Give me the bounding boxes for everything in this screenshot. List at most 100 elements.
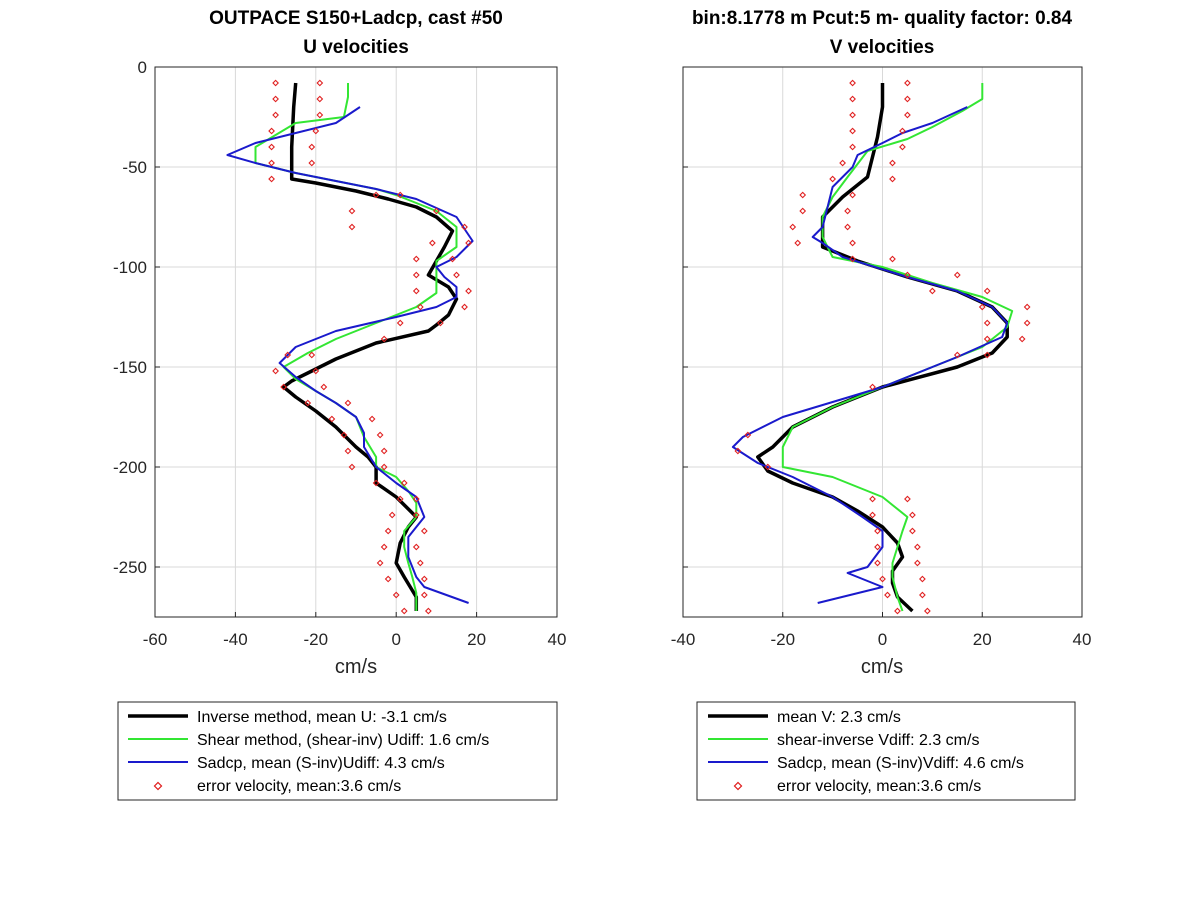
v-legend-box <box>696 701 1076 801</box>
v-tick-labels: -40 -20 0 20 40 <box>671 166 1092 649</box>
v-series-inverse-line <box>756 83 1009 613</box>
v-error-point <box>844 207 851 215</box>
v-error-point <box>849 191 856 199</box>
v-error-point <box>914 559 921 567</box>
u-error-point <box>420 527 428 535</box>
v-error-point <box>849 95 856 103</box>
v-series-lines <box>731 83 1014 613</box>
u-error-point <box>416 303 424 311</box>
v-error-point <box>879 575 886 583</box>
u-ytick-label: -100 <box>113 258 147 277</box>
v-xtick-label: -20 <box>770 630 795 649</box>
u-error-point <box>308 159 316 167</box>
u-error-point <box>372 479 380 487</box>
u-error-point <box>348 223 356 231</box>
u-error-point <box>272 95 279 103</box>
u-error-point <box>284 351 292 359</box>
u-error-point <box>384 575 392 583</box>
u-ytick-label: -250 <box>113 558 147 577</box>
u-error-point <box>433 207 440 215</box>
u-error-point <box>308 143 316 151</box>
v-error-point <box>914 543 921 551</box>
v-error-point <box>849 111 856 119</box>
u-error-point <box>396 495 404 503</box>
u-error-point <box>268 175 275 183</box>
u-error-point <box>412 255 420 263</box>
v-error-point <box>869 383 876 391</box>
u-error-point <box>320 383 328 391</box>
u-x-axis-label: cm/s <box>335 656 377 678</box>
v-error-point <box>889 159 896 167</box>
u-error-point <box>420 575 428 583</box>
u-error-point <box>348 463 356 471</box>
v-error-point <box>764 463 772 471</box>
u-error-point <box>376 559 384 567</box>
v-error-point <box>899 143 906 151</box>
v-xtick-label: 40 <box>1073 630 1092 649</box>
u-error-point <box>461 303 468 311</box>
v-xtick-label: 20 <box>973 630 992 649</box>
u-error-point <box>392 591 400 599</box>
u-error-point <box>304 399 312 407</box>
u-axes-box <box>154 66 558 618</box>
v-legend-label-mean: mean V: 2.3 cm/s <box>777 709 901 726</box>
u-error-point <box>380 463 388 471</box>
v-error-points <box>734 79 1031 615</box>
u-error-point <box>412 287 420 295</box>
u-error-point <box>328 415 336 423</box>
v-error-point <box>953 351 961 359</box>
u-xtick-label: -20 <box>304 630 329 649</box>
u-error-point <box>316 95 324 103</box>
v-error-point <box>953 271 961 279</box>
u-error-point <box>316 111 324 119</box>
v-series-shear-line <box>781 83 1014 612</box>
u-error-point <box>372 191 380 199</box>
v-error-point <box>869 511 876 519</box>
v-error-point <box>919 591 926 599</box>
v-error-point <box>874 527 881 535</box>
u-error-point <box>412 511 420 519</box>
v-error-point <box>884 591 891 599</box>
u-error-point <box>344 399 352 407</box>
u-error-point <box>308 351 316 359</box>
v-error-point <box>829 175 837 183</box>
u-xtick-label: 0 <box>391 630 400 649</box>
v-error-point <box>744 431 752 439</box>
u-error-point <box>312 367 320 375</box>
u-error-point <box>461 223 468 231</box>
v-error-point <box>1023 319 1031 327</box>
u-error-point <box>380 335 388 343</box>
v-legend-label-shear: shear-inverse Vdiff: 2.3 cm/s <box>777 732 979 749</box>
v-error-point <box>904 111 911 119</box>
v-error-point <box>983 319 991 327</box>
v-xtick-label: 0 <box>878 630 887 649</box>
v-error-point <box>799 207 807 215</box>
u-error-point <box>380 543 388 551</box>
v-legend-label-sadcp: Sadcp, mean (S-inv)Vdiff: 4.6 cm/s <box>777 755 1024 772</box>
v-error-point <box>839 159 846 167</box>
u-error-point <box>437 319 444 327</box>
v-error-point <box>928 287 936 295</box>
u-error-point <box>412 543 420 551</box>
v-error-point <box>904 495 911 503</box>
v-legend-swatch-error <box>733 781 743 791</box>
u-error-point <box>272 367 279 375</box>
u-error-point <box>400 607 408 615</box>
u-xtick-label: 20 <box>467 630 486 649</box>
v-error-point <box>799 191 807 199</box>
u-error-point <box>424 607 432 615</box>
u-error-point <box>368 415 376 423</box>
u-error-point <box>412 271 420 279</box>
u-error-point <box>268 143 275 151</box>
v-error-point <box>983 351 991 359</box>
u-ytick-label: 0 <box>138 58 147 77</box>
u-error-point <box>268 159 275 167</box>
u-error-point <box>380 447 388 455</box>
u-tick-labels: -60 -40 -20 0 20 400-50-100-150-200-250 <box>113 58 566 649</box>
u-error-point <box>348 207 356 215</box>
u-error-point <box>420 591 428 599</box>
u-error-point <box>376 431 384 439</box>
v-grid <box>683 67 1082 617</box>
v-legend: mean V: 2.3 cm/s shear-inverse Vdiff: 2.… <box>696 701 1076 801</box>
v-error-point <box>869 495 876 503</box>
